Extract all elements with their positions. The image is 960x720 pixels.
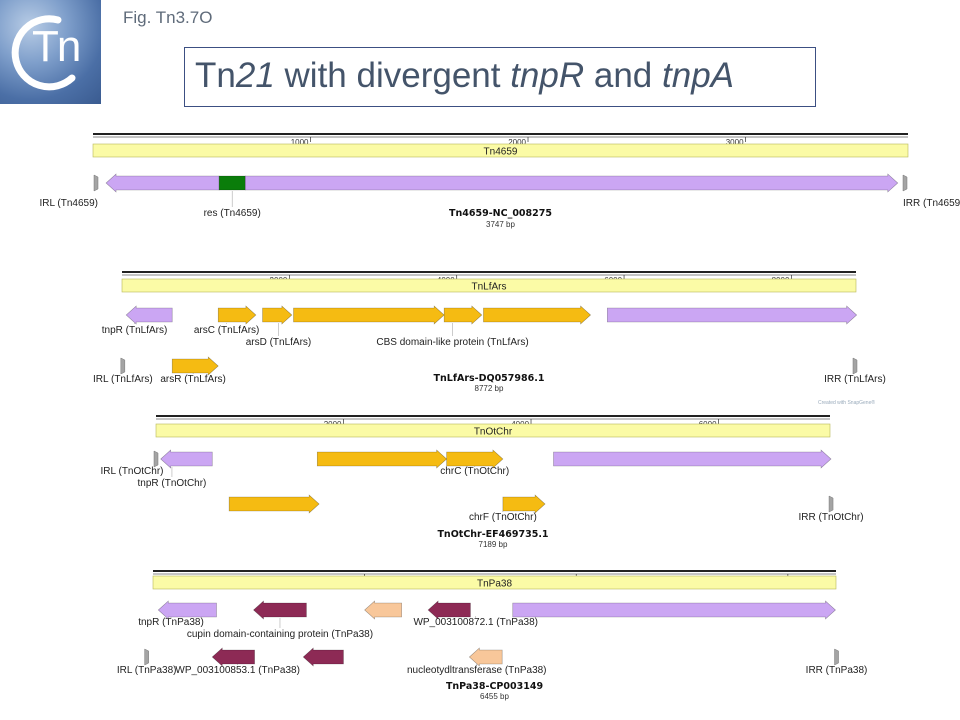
map-name: TnLfArs-DQ057986.1 [434, 373, 545, 384]
feature-label: tnpR (TnLfArs) [102, 325, 168, 336]
feature-bar [92, 143, 909, 158]
feature-bar [152, 575, 837, 590]
title-part-italic: tnpR [510, 56, 585, 95]
inverted-repeat-marker [834, 648, 839, 666]
map-tnlfars: 2000400060008000TnLfArsarsA (TnLfArs)ars… [93, 271, 886, 393]
feature-bar-label: TnLfArs [471, 282, 506, 293]
gene-arrow [483, 305, 592, 325]
logo-ring-icon [11, 15, 76, 91]
gene-arrow [244, 173, 899, 193]
feature-label: IRL (TnOtChr) [101, 466, 164, 477]
title-part-italic: 21 [235, 56, 275, 95]
gene-arrow [171, 356, 219, 376]
gene-arrow [364, 600, 402, 620]
scale-tick-label: 1000 [291, 138, 309, 147]
tn-logo: Tn [0, 0, 101, 104]
gene-arrow [253, 600, 307, 620]
feature-label: cupin domain-containing protein (TnPa38) [187, 629, 373, 640]
map-size: 3747 bp [486, 220, 515, 229]
snapgene-watermark: Created with SnapGene® [818, 399, 875, 406]
feature-label: arsR (TnLfArs) [160, 374, 226, 385]
gene-arrow [446, 449, 504, 469]
gene-arrow [125, 305, 173, 325]
gene-arrow [427, 600, 471, 620]
inverted-repeat-marker [93, 174, 99, 192]
map-size: 7189 bp [479, 540, 508, 549]
feature-label: nucleotydltransferase (TnPa38) [407, 665, 547, 676]
scale-tick-label: 2000 [508, 138, 526, 147]
feature-label: IRR (TnPa38) [806, 665, 868, 676]
feature-label: arsC (TnLfArs) [194, 325, 260, 336]
map-name: TnOtChr-EF469735.1 [437, 529, 548, 540]
map-tnotchr: 200040006000TnOtChrchrA (TnOtChr)tnpA (T… [101, 415, 864, 549]
gene-arrow [443, 305, 483, 325]
feature-label: IRR (TnOtChr) [799, 512, 864, 523]
feature-label: res (Tn4659) [204, 208, 261, 219]
feature-label: chrC (TnOtChr) [440, 466, 509, 477]
gene-arrow [316, 449, 448, 469]
map-size: 6455 bp [480, 692, 509, 701]
title-part: and [584, 56, 662, 95]
inverted-repeat-marker [902, 174, 908, 192]
feature-label: IRR (Tn4659) [903, 198, 960, 209]
gene-arrow [302, 647, 344, 667]
feature-label: chrF (TnOtChr) [469, 512, 537, 523]
feature-label: IRL (Tn4659) [39, 198, 98, 209]
feature-label: tnpR (TnPa38) [138, 617, 204, 628]
map-size: 8772 bp [475, 384, 504, 393]
page-title: Tn21 with divergent tnpR and tnpA [195, 56, 734, 96]
inverted-repeat-marker [828, 495, 834, 513]
inverted-repeat-marker [153, 450, 159, 468]
feature-label: tnpR (TnOtChr) [137, 478, 206, 489]
title-part-italic: tnpA [662, 56, 734, 95]
feature-bar-label: TnPa38 [477, 579, 512, 590]
feature-label: IRR (TnLfArs) [824, 374, 886, 385]
feature-label: CBS domain-like protein (TnLfArs) [376, 337, 528, 348]
gene-arrow [217, 305, 257, 325]
map-name: TnPa38-CP003149 [446, 681, 543, 692]
feature-label: WP_003100872.1 (TnPa38) [413, 617, 538, 628]
gene-arrow [211, 647, 255, 667]
inverted-repeat-marker [852, 357, 858, 375]
feature-bar [121, 278, 857, 293]
feature-bar-label: TnOtChr [474, 427, 513, 438]
title-part: Tn [195, 56, 236, 95]
title-part: with divergent [274, 56, 511, 95]
title-box: Tn21 with divergent tnpR and tnpA [184, 47, 816, 107]
figure-label: Fig. Tn3.7O [123, 8, 213, 27]
feature-label: WP_003100853.1 (TnPa38) [175, 665, 300, 676]
gene-arrow [607, 305, 858, 325]
gene-arrow [468, 647, 503, 667]
gene-arrow [553, 449, 832, 469]
gene-arrow [502, 494, 546, 514]
gene-arrow [160, 449, 213, 469]
gene-arrow [262, 305, 293, 325]
scale-tick-label: 3000 [726, 138, 744, 147]
feature-label: IRL (TnPa38) [117, 665, 177, 676]
feature-label: arsD (TnLfArs) [246, 337, 312, 348]
map-name: Tn4659-NC_008275 [449, 208, 552, 219]
inverted-repeat-marker [144, 648, 149, 666]
gene-arrow [228, 494, 320, 514]
feature-bar-label: Tn4659 [484, 147, 518, 158]
gene-arrow [157, 600, 217, 620]
feature-bar [155, 423, 831, 438]
feature-label: IRL (TnLfArs) [93, 374, 153, 385]
logo-text: Tn [32, 22, 81, 71]
gene-arrow [512, 600, 836, 620]
gene-arrow [105, 173, 220, 193]
gene-arrow [293, 305, 445, 325]
gene-arrow [218, 175, 246, 191]
map-tnpa38: 200040006000TnPa38WP_0...tnpA (TnPa38)tn… [117, 570, 868, 701]
inverted-repeat-marker [120, 357, 126, 375]
